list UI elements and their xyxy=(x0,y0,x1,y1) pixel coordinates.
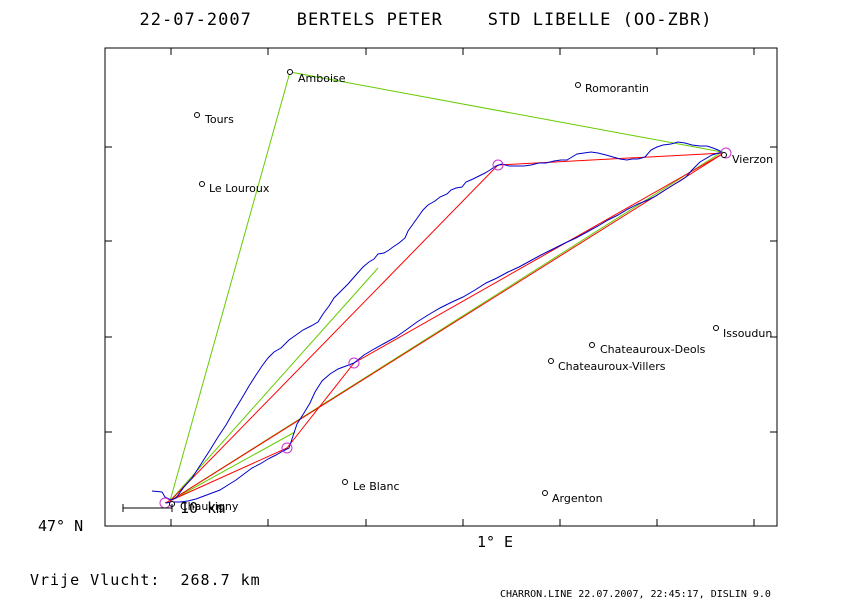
marker-le-blanc xyxy=(342,479,348,485)
gps-track xyxy=(151,141,723,501)
marker-vierzon xyxy=(721,152,727,158)
marker-romorantin xyxy=(575,82,581,88)
place-markers xyxy=(169,69,727,507)
triangle-inner-2 xyxy=(169,431,296,502)
distance-label: Vrije Vlucht: 268.7 km xyxy=(30,571,261,589)
marker-amboise xyxy=(287,69,293,75)
marker-chateauroux-villers xyxy=(548,358,554,364)
marker-issoudun xyxy=(713,325,719,331)
label-le-louroux: Le Louroux xyxy=(209,182,270,195)
y-axis-label: 47° N xyxy=(38,517,83,535)
label-tours: Tours xyxy=(204,113,234,126)
triangle-inner-1 xyxy=(169,267,379,502)
label-chauvigny: Chauvigny xyxy=(180,500,239,513)
task-polyline xyxy=(164,152,725,504)
plot-frame xyxy=(104,47,778,527)
turnpoint-3 xyxy=(348,357,360,369)
scale-label: 10 km xyxy=(180,499,225,517)
map-title: 22-07-2007 BERTELS PETER STD LIBELLE (OO… xyxy=(140,10,713,30)
marker-chateauroux-deols xyxy=(589,342,595,348)
marker-le-louroux xyxy=(199,181,205,187)
turnpoint-2 xyxy=(720,147,732,159)
turnpoint-4 xyxy=(281,442,293,454)
tick-marks xyxy=(105,48,777,526)
footer-info: CHARRON.LINE 22.07.2007, 22:45:17, DISLI… xyxy=(500,589,771,600)
task-lines xyxy=(164,152,725,504)
x-axis-label: 1° E xyxy=(477,533,513,551)
label-issoudun: Issoudun xyxy=(723,327,772,340)
label-vierzon: Vierzon xyxy=(732,153,773,166)
task-closing xyxy=(169,152,725,502)
turnpoint-1 xyxy=(492,159,504,171)
gps-track-return xyxy=(165,151,723,504)
label-le-blanc: Le Blanc xyxy=(353,480,400,493)
scale-bar xyxy=(122,504,173,512)
triangle-outer xyxy=(169,71,724,502)
label-argenton: Argenton xyxy=(552,492,603,505)
triangle-lines xyxy=(169,71,724,502)
label-chateauroux-deols: Chateauroux-Deols xyxy=(600,343,706,356)
label-amboise: Amboise xyxy=(298,72,346,85)
label-chateauroux-villers: Chateauroux-Villers xyxy=(558,360,666,373)
marker-tours xyxy=(194,112,200,118)
label-romorantin: Romorantin xyxy=(585,82,649,95)
marker-argenton xyxy=(542,490,548,496)
